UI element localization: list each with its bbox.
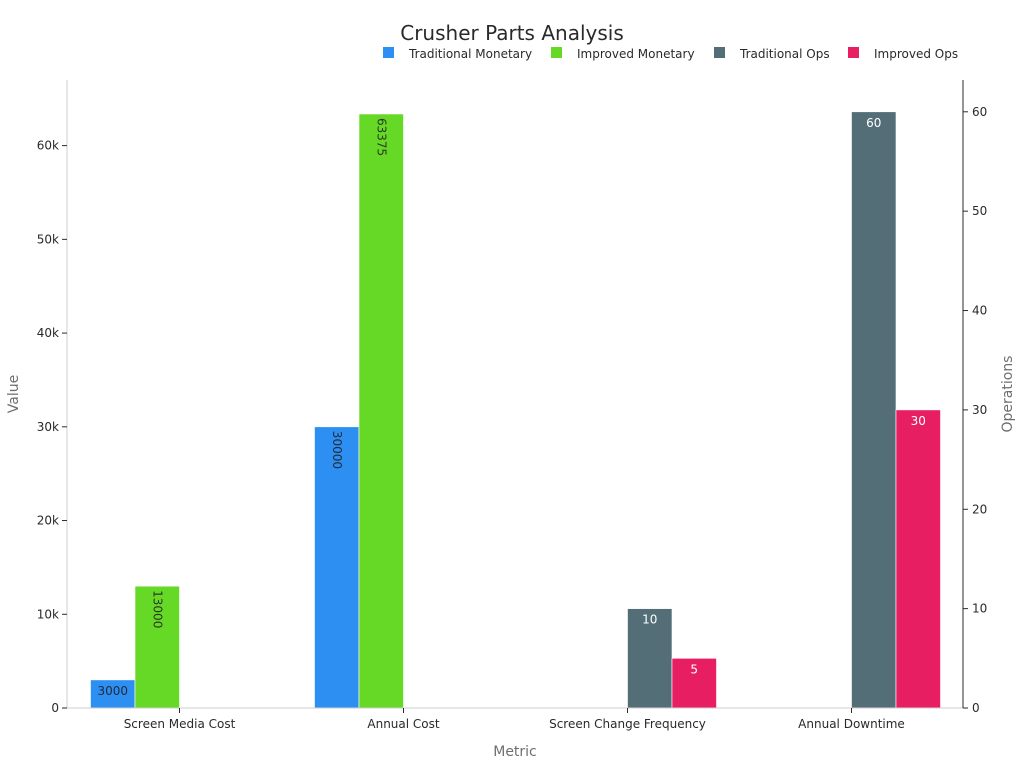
- legend-swatch: [551, 47, 562, 58]
- y2-tick-label: 20: [972, 502, 987, 516]
- legend-label: Improved Monetary: [577, 47, 695, 61]
- bar: [671, 658, 717, 709]
- legend-swatch: [714, 47, 725, 58]
- x-tick-label: Screen Change Frequency: [549, 717, 706, 731]
- bar-label: 5: [690, 662, 698, 676]
- bar-labels: 3000 30000 13000 63375 10 60 5 30: [97, 116, 925, 698]
- bar: [895, 409, 941, 709]
- bar: [134, 585, 180, 709]
- y-tick-label: 20k: [37, 514, 59, 528]
- bars: [90, 111, 941, 709]
- y-tick-label: 60k: [37, 139, 59, 153]
- y2-tick-label: 30: [972, 403, 987, 417]
- axes: 0 10k 20k 30k 40k 50k 60k 0 10 20 30 40 50 60 Screen M…: [37, 80, 987, 731]
- bar: [314, 426, 360, 709]
- bar: [90, 679, 136, 709]
- y-tick-label: 0: [51, 701, 59, 715]
- bar-label: 30000: [330, 431, 344, 469]
- legend: Traditional Monetary Improved Monetary Tra…: [383, 47, 958, 61]
- legend-label: Improved Ops: [874, 47, 958, 61]
- y-axis-title: Value: [6, 375, 22, 413]
- y2-tick-label: 50: [972, 204, 987, 218]
- x-tick-label: Annual Cost: [367, 717, 440, 731]
- bar: [851, 111, 897, 709]
- bar-label: 30: [911, 414, 926, 428]
- y2-tick-label: 60: [972, 105, 987, 119]
- y2-tick-label: 40: [972, 304, 987, 318]
- y-tick-label: 50k: [37, 232, 59, 246]
- y2-axis-title: Operations: [1000, 356, 1016, 433]
- bar-label: 3000: [97, 684, 128, 698]
- bar-label: 60: [866, 116, 881, 130]
- x-tick-label: Screen Media Cost: [124, 717, 236, 731]
- bar: [627, 608, 673, 709]
- x-tick-label: Annual Downtime: [798, 717, 905, 731]
- x-axis-title: Metric: [493, 744, 537, 760]
- bar-label: 63375: [374, 118, 388, 156]
- y2-tick-label: 10: [972, 602, 987, 616]
- legend-label: Traditional Monetary: [408, 47, 532, 61]
- bar-label: 10: [642, 613, 657, 627]
- y2-tick-label: 0: [972, 701, 980, 715]
- y-tick-label: 40k: [37, 326, 59, 340]
- y-tick-label: 10k: [37, 607, 59, 621]
- legend-swatch: [383, 47, 394, 58]
- bar: [358, 113, 404, 709]
- legend-label: Traditional Ops: [739, 47, 830, 61]
- legend-swatch: [848, 47, 859, 58]
- chart-title: Crusher Parts Analysis: [400, 21, 624, 45]
- y-tick-label: 30k: [37, 420, 59, 434]
- bar-label: 13000: [150, 590, 164, 628]
